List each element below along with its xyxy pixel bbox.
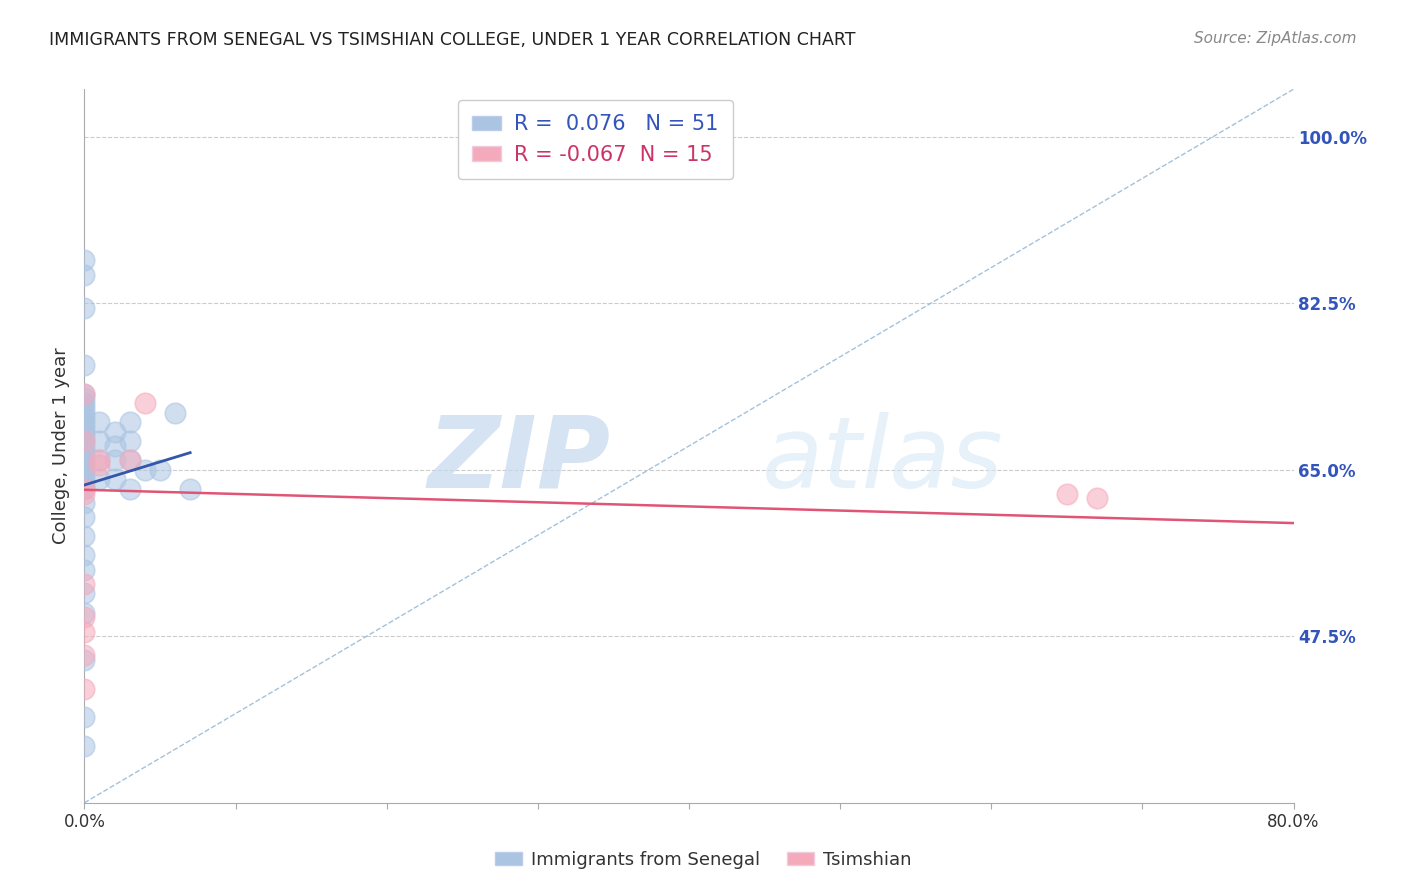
Point bbox=[104, 453, 127, 467]
Point bbox=[73, 425, 96, 439]
Point bbox=[1085, 491, 1108, 506]
Point bbox=[118, 453, 141, 467]
Point bbox=[73, 486, 96, 500]
Text: atlas: atlas bbox=[762, 412, 1002, 508]
Point bbox=[73, 396, 96, 410]
Point bbox=[104, 425, 127, 439]
Point bbox=[1056, 486, 1078, 500]
Text: ZIP: ZIP bbox=[427, 412, 610, 508]
Point bbox=[89, 453, 111, 467]
Point bbox=[73, 434, 96, 449]
Point bbox=[73, 577, 96, 591]
Point bbox=[118, 415, 141, 429]
Point bbox=[73, 472, 96, 486]
Point bbox=[73, 477, 96, 491]
Point bbox=[73, 648, 96, 663]
Point bbox=[73, 458, 96, 472]
Point bbox=[134, 396, 156, 410]
Point bbox=[73, 710, 96, 724]
Legend: R =  0.076   N = 51, R = -0.067  N = 15: R = 0.076 N = 51, R = -0.067 N = 15 bbox=[457, 100, 733, 179]
Point bbox=[149, 463, 172, 477]
Point bbox=[73, 453, 96, 467]
Point bbox=[73, 406, 96, 420]
Point bbox=[104, 439, 127, 453]
Point bbox=[73, 358, 96, 372]
Point bbox=[73, 439, 96, 453]
Point bbox=[73, 410, 96, 425]
Point bbox=[118, 482, 141, 496]
Point bbox=[73, 606, 96, 620]
Point bbox=[89, 434, 111, 449]
Point bbox=[73, 301, 96, 315]
Point bbox=[165, 406, 187, 420]
Point bbox=[89, 415, 111, 429]
Point bbox=[73, 386, 96, 401]
Point bbox=[73, 739, 96, 753]
Point bbox=[73, 681, 96, 696]
Point bbox=[73, 268, 96, 282]
Point bbox=[73, 563, 96, 577]
Point bbox=[73, 624, 96, 639]
Point bbox=[134, 463, 156, 477]
Point bbox=[73, 653, 96, 667]
Point bbox=[73, 415, 96, 429]
Point bbox=[73, 401, 96, 415]
Point bbox=[73, 463, 96, 477]
Legend: Immigrants from Senegal, Tsimshian: Immigrants from Senegal, Tsimshian bbox=[488, 844, 918, 876]
Point bbox=[73, 386, 96, 401]
Point bbox=[118, 453, 141, 467]
Y-axis label: College, Under 1 year: College, Under 1 year bbox=[52, 348, 70, 544]
Point bbox=[73, 510, 96, 524]
Point bbox=[89, 472, 111, 486]
Point bbox=[73, 420, 96, 434]
Point bbox=[73, 392, 96, 406]
Point bbox=[73, 549, 96, 563]
Point bbox=[73, 467, 96, 482]
Point bbox=[73, 434, 96, 449]
Point bbox=[73, 253, 96, 268]
Point bbox=[89, 458, 111, 472]
Point bbox=[73, 449, 96, 463]
Point bbox=[73, 529, 96, 543]
Point bbox=[89, 453, 111, 467]
Point bbox=[73, 610, 96, 624]
Point bbox=[73, 482, 96, 496]
Point bbox=[73, 496, 96, 510]
Point bbox=[73, 586, 96, 600]
Text: Source: ZipAtlas.com: Source: ZipAtlas.com bbox=[1194, 31, 1357, 46]
Point bbox=[179, 482, 201, 496]
Point bbox=[73, 443, 96, 458]
Text: IMMIGRANTS FROM SENEGAL VS TSIMSHIAN COLLEGE, UNDER 1 YEAR CORRELATION CHART: IMMIGRANTS FROM SENEGAL VS TSIMSHIAN COL… bbox=[49, 31, 856, 49]
Point bbox=[118, 434, 141, 449]
Point bbox=[104, 472, 127, 486]
Point bbox=[73, 429, 96, 443]
Point bbox=[73, 482, 96, 496]
